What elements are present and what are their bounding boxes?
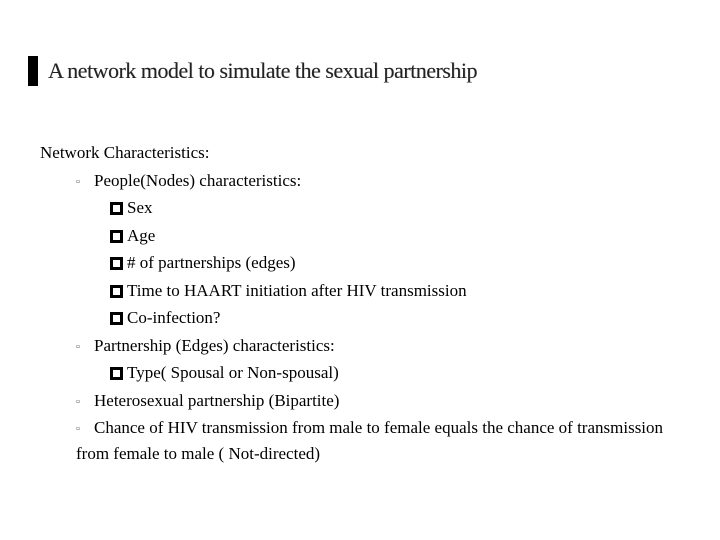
sub-item-label: Age	[127, 226, 155, 245]
sub-list-item: Age	[110, 223, 690, 249]
sub-item-label: Type( Spousal or Non-spousal)	[127, 363, 339, 382]
bullet-icon: ▫	[76, 174, 94, 191]
body-heading: Network Characteristics:	[40, 140, 690, 166]
sub-list-item: Sex	[110, 195, 690, 221]
checkbox-icon	[110, 230, 123, 243]
checkbox-icon	[110, 367, 123, 380]
slide: A network model to simulate the sexual p…	[0, 0, 720, 540]
sub-list-item: Co-infection?	[110, 305, 690, 331]
list-item-label: Partnership (Edges) characteristics:	[94, 336, 335, 355]
list-item-label: Heterosexual partnership (Bipartite)	[94, 391, 339, 410]
list-item: ▫Chance of HIV transmission from male to…	[76, 415, 690, 466]
list-item: ▫Partnership (Edges) characteristics:	[76, 333, 690, 359]
list-item: ▫Heterosexual partnership (Bipartite)	[76, 388, 690, 414]
bullet-icon: ▫	[76, 394, 94, 411]
checkbox-icon	[110, 202, 123, 215]
title-accent-bar	[28, 56, 38, 86]
slide-body: Network Characteristics: ▫People(Nodes) …	[40, 140, 690, 468]
checkbox-icon	[110, 257, 123, 270]
list-item-label: People(Nodes) characteristics:	[94, 171, 301, 190]
sub-item-label: Time to HAART initiation after HIV trans…	[127, 281, 467, 300]
slide-title: A network model to simulate the sexual p…	[48, 58, 477, 84]
bullet-icon: ▫	[76, 421, 94, 438]
sub-list-item: Type( Spousal or Non-spousal)	[110, 360, 690, 386]
list-item-label: Chance of HIV transmission from male to …	[76, 418, 663, 463]
checkbox-icon	[110, 285, 123, 298]
sub-list-item: # of partnerships (edges)	[110, 250, 690, 276]
sub-item-label: Co-infection?	[127, 308, 220, 327]
list-item: ▫People(Nodes) characteristics:	[76, 168, 690, 194]
title-row: A network model to simulate the sexual p…	[28, 56, 700, 86]
bullet-icon: ▫	[76, 339, 94, 356]
checkbox-icon	[110, 312, 123, 325]
sub-list-item: Time to HAART initiation after HIV trans…	[110, 278, 690, 304]
sub-item-label: Sex	[127, 198, 153, 217]
sub-item-label: # of partnerships (edges)	[127, 253, 296, 272]
